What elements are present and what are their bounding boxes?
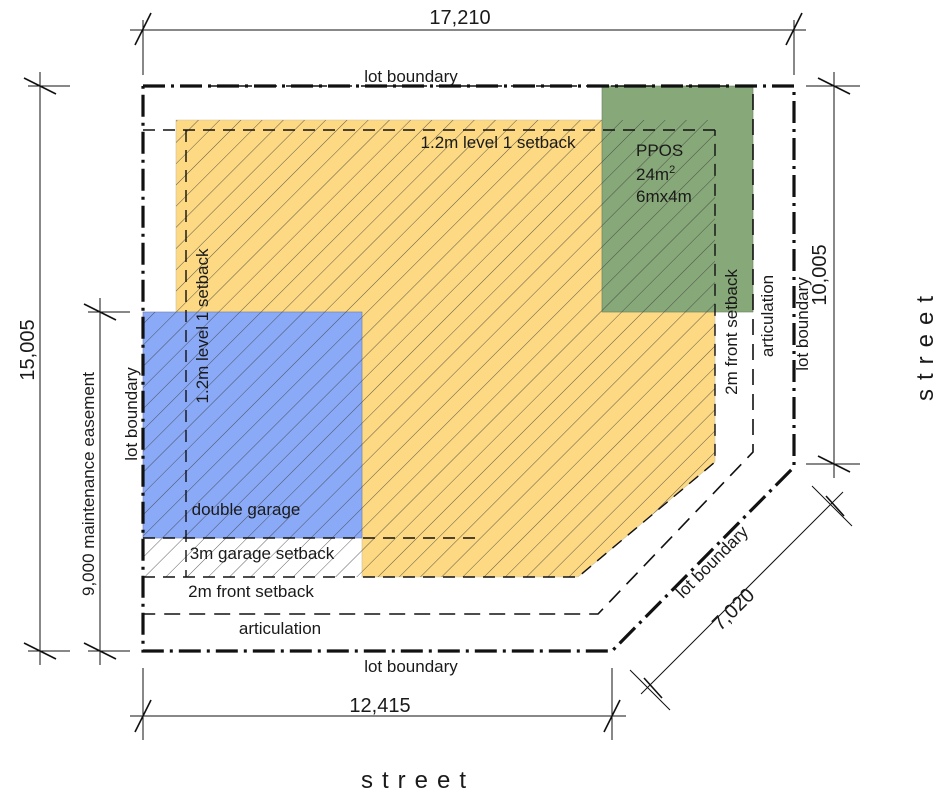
dimension-slash-left-bottom <box>23 642 57 660</box>
label-garage-setback: 3m garage setback <box>190 544 335 563</box>
dimension-slash-diagonal-bottom <box>643 677 663 699</box>
dimension-line-diagonal <box>640 491 844 695</box>
dwelling-hatch <box>176 120 715 577</box>
label-lot-boundary-top: lot boundary <box>364 67 458 86</box>
dimension-slash-bottom-right <box>603 699 621 733</box>
dimension-slash-easement-top <box>83 303 117 321</box>
dimension-label-easement: 9,000 maintenance easement <box>79 372 98 596</box>
dimension-label-left: 15,005 <box>17 319 39 380</box>
dimension-slash-easement-bottom <box>83 642 117 660</box>
dimension-slash-right-bottom <box>817 455 851 473</box>
street-label-bottom: street <box>361 767 475 794</box>
label-articulation-bottom: articulation <box>239 619 321 638</box>
label-lot-boundary-left: lot boundary <box>122 367 141 461</box>
label-lot-boundary-bottom: lot boundary <box>364 657 458 676</box>
garage-hatch <box>143 312 176 577</box>
label-double-garage: double garage <box>192 500 301 519</box>
label-articulation-right: articulation <box>758 275 777 357</box>
label-ppos-title: PPOS <box>636 141 683 160</box>
dimension-label-bottom: 12,415 <box>349 695 410 717</box>
dimension-slash-diagonal-top <box>825 495 845 517</box>
street-label-right: street <box>912 287 939 401</box>
label-front-setback-right: 2m front setback <box>722 269 741 395</box>
lot-boundary-line <box>141 84 796 653</box>
label-level1-setback-top: 1.2m level 1 setback <box>421 133 576 152</box>
label-ppos-area: 24m2 <box>636 164 675 184</box>
dimension-slash-bottom-left <box>134 699 152 733</box>
dimension-slash-left-top <box>23 77 57 95</box>
dimension-label-top: 17,210 <box>429 7 490 29</box>
dimension-label-diagonal: 7,020 <box>708 584 759 635</box>
label-front-setback-bottom: 2m front setback <box>188 582 314 601</box>
articulation-line <box>143 85 754 615</box>
dimension-slash-top-right <box>785 12 803 46</box>
label-ppos-size: 6mx4m <box>636 187 692 206</box>
dimension-tick-diagonal-bottom <box>629 669 671 711</box>
dimension-slash-right-top <box>817 77 851 95</box>
label-lot-boundary-right: lot boundary <box>793 277 812 371</box>
dimension-tick-diagonal-top <box>811 485 853 527</box>
label-ppos-area-value: 24m <box>636 165 669 184</box>
label-ppos-area-sup: 2 <box>669 164 675 176</box>
front-setback-line <box>143 130 716 578</box>
label-level1-setback-left: 1.2m level 1 setback <box>193 248 212 403</box>
dimension-label-right: 10,005 <box>809 244 831 305</box>
dimension-slash-top-left <box>134 12 152 46</box>
